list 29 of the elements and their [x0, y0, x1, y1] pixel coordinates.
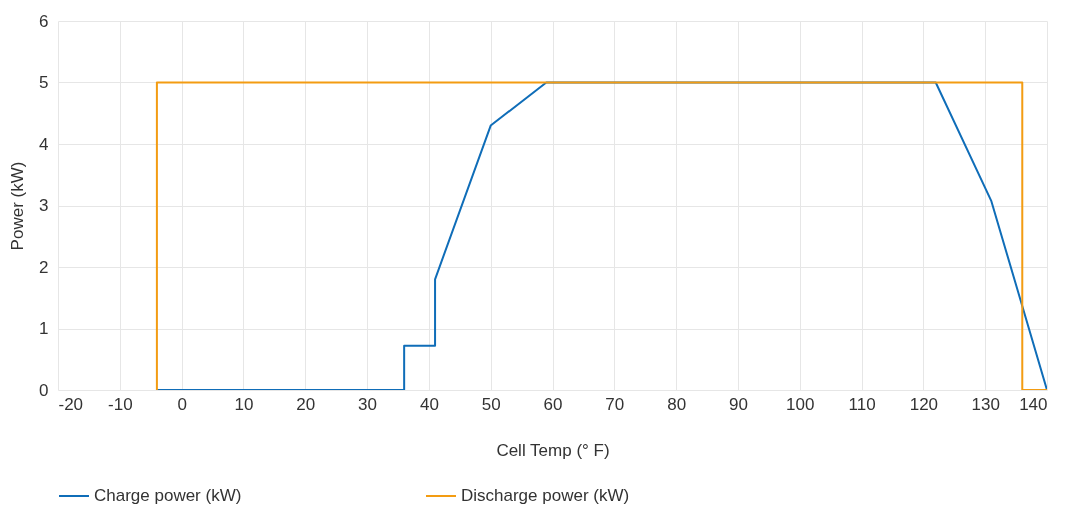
x-tick-label: 40	[419, 394, 439, 414]
legend-label: Discharge power (kW)	[461, 486, 630, 505]
x-tick-label: 120	[909, 394, 939, 414]
x-axis-title: Cell Temp (° F)	[496, 440, 610, 460]
y-tick-label: 3	[39, 196, 49, 215]
y-tick-label: 2	[39, 257, 49, 277]
y-axis-title: Power (kW)	[8, 161, 28, 251]
x-tick-label: 20	[296, 394, 316, 414]
x-tick-label: 60	[543, 394, 563, 414]
x-tick-label: -20	[58, 394, 84, 414]
y-tick-label: 1	[39, 319, 49, 338]
x-tick-label: 110	[848, 394, 876, 414]
y-tick-label: 6	[39, 11, 49, 31]
x-tick-label: 130	[971, 394, 1000, 414]
x-tick-label: 10	[234, 394, 254, 414]
x-tick-label: -10	[108, 394, 133, 414]
x-tick-label: 140	[1019, 394, 1048, 414]
x-tick-label: 100	[786, 394, 815, 414]
x-tick-label: 90	[728, 394, 748, 414]
y-tick-label: 5	[39, 73, 49, 92]
y-tick-label: 4	[39, 134, 49, 154]
x-tick-label: 80	[667, 394, 687, 414]
line-series	[155, 81, 1047, 390]
x-tick-label: 0	[177, 394, 187, 414]
legend-label: Charge power (kW)	[94, 486, 242, 505]
x-tick-label: 30	[358, 394, 378, 414]
x-tick-label: 50	[481, 394, 501, 414]
y-tick-label: 0	[39, 380, 49, 400]
x-tick-label: 70	[605, 394, 625, 414]
